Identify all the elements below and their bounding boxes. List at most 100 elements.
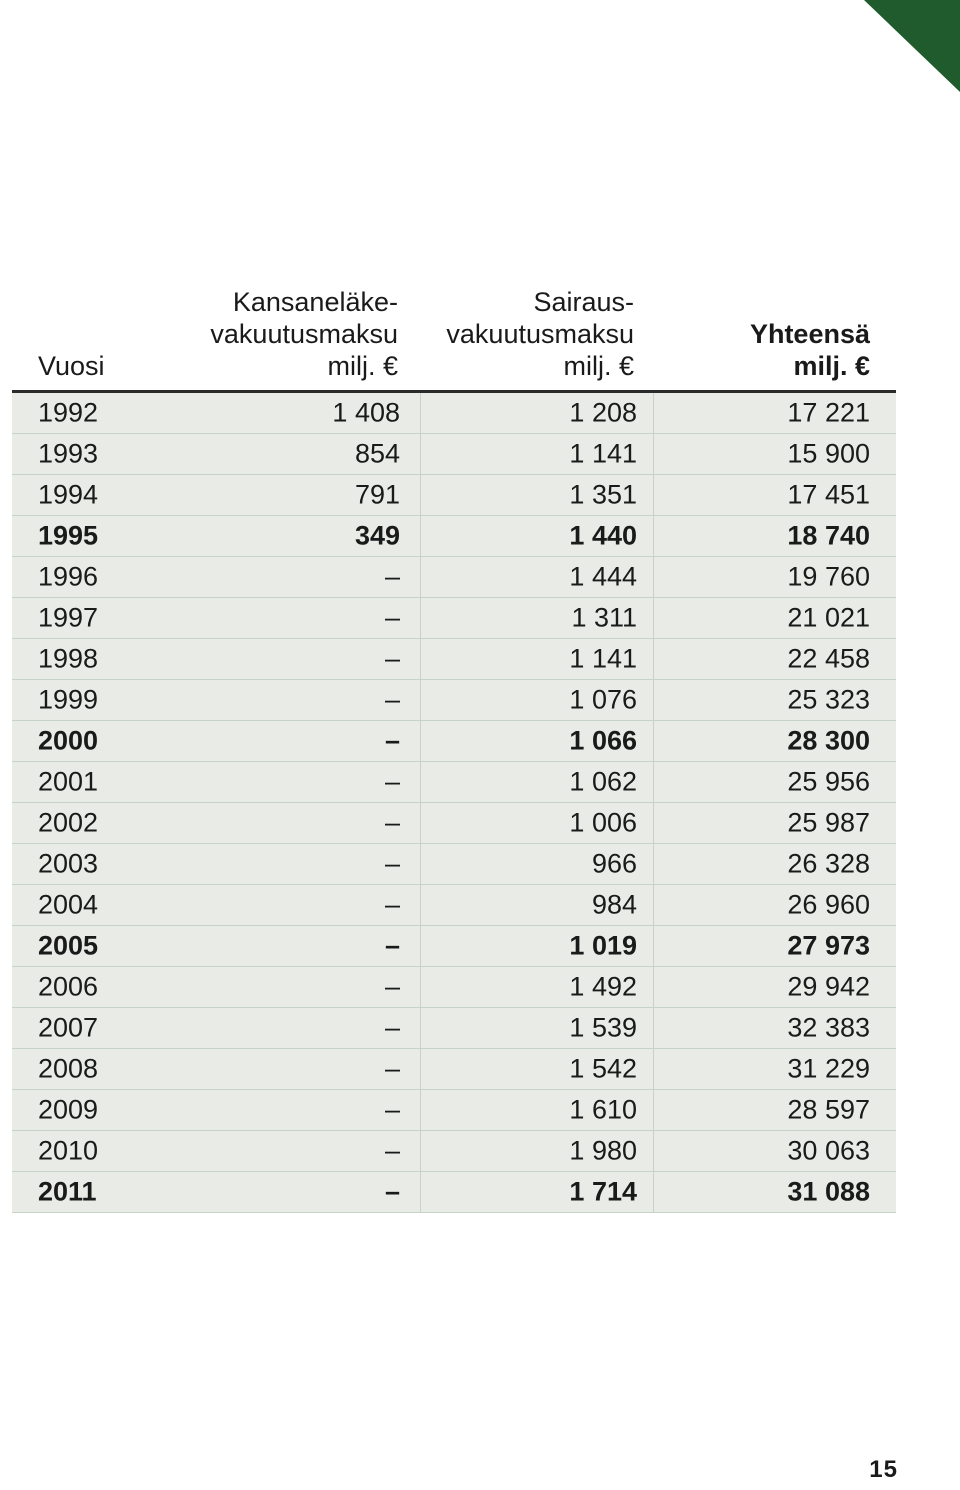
total-value: 21 021 [787,602,870,633]
year-cell: 2006 – [12,967,420,1007]
total-value: 15 900 [787,438,870,469]
year-value: 2011 [38,1176,97,1207]
total-cell: 21 021 [653,598,896,638]
total-cell: 28 300 [653,721,896,761]
sairaus-cell: 1 539 [420,1008,653,1048]
year-value: 2005 [38,930,99,961]
sairaus-value: 1 610 [569,1094,637,1125]
total-value: 22 458 [787,643,870,674]
table-row: 2001 – 1 062 25 956 [12,762,896,803]
kansanelake-value: – [384,807,400,838]
total-cell: 27 973 [653,926,896,966]
table-row: 2002 – 1 006 25 987 [12,803,896,844]
table-row: 2004 – 984 26 960 [12,885,896,926]
year-cell: 1999 – [12,680,420,720]
year-value: 2010 [38,1135,99,1166]
table-row: 2006 – 1 492 29 942 [12,967,896,1008]
sairaus-cell: 1 444 [420,557,653,597]
sairaus-value: 1 076 [569,684,637,715]
kansanelake-value: – [384,1012,400,1043]
sairaus-value: 1 019 [569,930,637,961]
kansanelake-value: 854 [354,438,400,469]
year-cell: 2002 – [12,803,420,843]
year-cell: 1993 854 [12,434,420,474]
sairaus-cell: 1 351 [420,475,653,515]
kansanelake-value: – [384,889,400,920]
sairaus-cell: 1 542 [420,1049,653,1089]
year-value: 1993 [38,438,99,469]
sairaus-cell: 1 980 [420,1131,653,1171]
year-value: 2008 [38,1053,99,1084]
sairaus-cell: 966 [420,844,653,884]
sairaus-value: 1 492 [569,971,637,1002]
year-cell: 1995 349 [12,516,420,556]
total-cell: 15 900 [653,434,896,474]
sairaus-value: 966 [591,848,637,879]
sairaus-value: 1 351 [569,479,637,510]
table-row: 1995 349 1 440 18 740 [12,516,896,557]
year-value: 2004 [38,889,99,920]
total-cell: 25 956 [653,762,896,802]
total-cell: 22 458 [653,639,896,679]
total-cell: 30 063 [653,1131,896,1171]
table-row: 1996 – 1 444 19 760 [12,557,896,598]
year-cell: 2003 – [12,844,420,884]
sairaus-value: 1 208 [569,397,637,428]
year-cell: 2007 – [12,1008,420,1048]
total-value: 31 088 [787,1176,870,1207]
total-value: 25 956 [787,766,870,797]
total-value: 28 597 [787,1094,870,1125]
sairaus-cell: 1 610 [420,1090,653,1130]
sairaus-cell: 1 714 [420,1172,653,1212]
sairaus-value: 1 539 [569,1012,637,1043]
total-cell: 29 942 [653,967,896,1007]
contribution-table: Vuosi Kansaneläke- vakuutusmaksu milj. €… [12,280,896,1213]
total-value: 26 960 [787,889,870,920]
year-value: 1996 [38,561,99,592]
kansanelake-value: – [384,766,400,797]
sairaus-value: 1 542 [569,1053,637,1084]
sairaus-value: 1 141 [569,438,637,469]
total-value: 29 942 [787,971,870,1002]
year-value: 2003 [38,848,99,879]
year-cell: 1996 – [12,557,420,597]
year-cell: 2000 – [12,721,420,761]
header-kansanelake: Kansaneläke- vakuutusmaksu milj. € [210,287,398,381]
kansanelake-value: – [384,643,400,674]
sairaus-cell: 1 208 [420,393,653,433]
year-cell: 1994 791 [12,475,420,515]
year-cell: 1998 – [12,639,420,679]
total-value: 17 221 [787,397,870,428]
total-cell: 28 597 [653,1090,896,1130]
table-row: 1999 – 1 076 25 323 [12,680,896,721]
year-value: 1994 [38,479,99,510]
year-value: 1997 [38,602,99,633]
table-row: 2009 – 1 610 28 597 [12,1090,896,1131]
year-cell: 2010 – [12,1131,420,1171]
year-value: 2002 [38,807,99,838]
kansanelake-value: – [384,725,400,756]
year-cell: 2009 – [12,1090,420,1130]
sairaus-cell: 1 019 [420,926,653,966]
year-value: 2006 [38,971,99,1002]
sairaus-cell: 1 440 [420,516,653,556]
total-cell: 32 383 [653,1008,896,1048]
total-value: 18 740 [787,520,870,551]
sairaus-value: 1 141 [569,643,637,674]
total-cell: 19 760 [653,557,896,597]
year-value: 1999 [38,684,99,715]
total-value: 30 063 [787,1135,870,1166]
sairaus-value: 1 066 [569,725,637,756]
corner-decoration [864,0,960,92]
table-row: 2008 – 1 542 31 229 [12,1049,896,1090]
kansanelake-value: – [384,602,400,633]
sairaus-cell: 1 141 [420,434,653,474]
year-cell: 1992 1 408 [12,393,420,433]
sairaus-cell: 1 062 [420,762,653,802]
sairaus-cell: 1 492 [420,967,653,1007]
total-value: 31 229 [787,1053,870,1084]
table-row: 2003 – 966 26 328 [12,844,896,885]
total-value: 28 300 [787,725,870,756]
sairaus-value: 1 714 [569,1176,637,1207]
total-cell: 17 221 [653,393,896,433]
